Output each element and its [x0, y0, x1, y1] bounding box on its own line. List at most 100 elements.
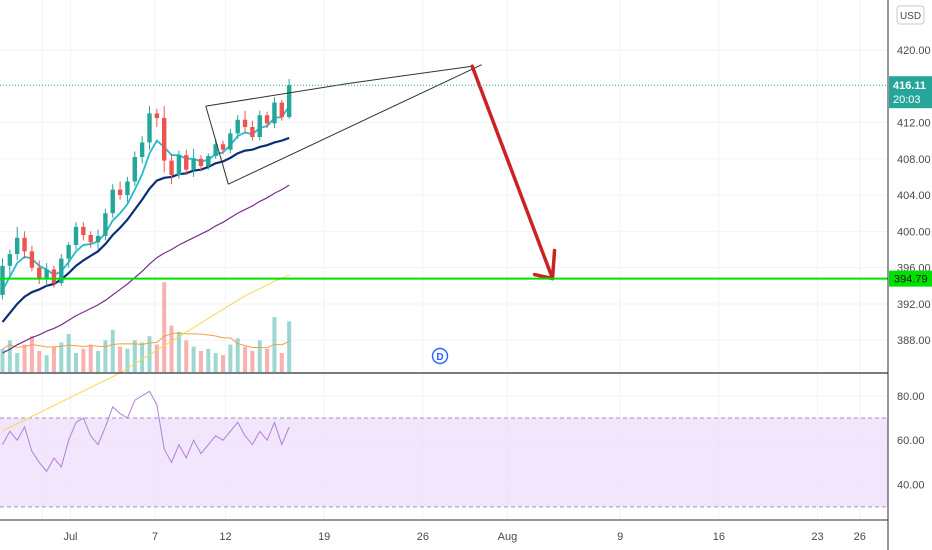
volume-bar	[22, 344, 27, 372]
dividend-marker-label: D	[436, 352, 443, 363]
volume-bar	[81, 348, 86, 372]
candle-body	[228, 133, 233, 150]
rsi-tick-label: 40.00	[897, 480, 925, 492]
price-tick-label: 420.00	[897, 45, 931, 57]
volume-bar	[228, 344, 233, 372]
candle-body	[139, 142, 145, 157]
x-tick-label: 19	[318, 531, 330, 543]
rsi-pane[interactable]	[0, 390, 888, 508]
candle-body	[286, 85, 292, 118]
bearish-arrow-shaft[interactable]	[470, 64, 555, 281]
ema-slow-line	[2, 184, 290, 354]
volume-bar	[88, 344, 93, 372]
candle-body	[206, 156, 211, 167]
candle-body	[59, 258, 64, 284]
candle-body	[7, 254, 13, 266]
candle-body	[213, 144, 218, 157]
candle-body	[51, 269, 57, 284]
candle-body	[15, 237, 20, 255]
volume-bar	[221, 355, 225, 372]
volume-bar	[37, 350, 42, 372]
candle-body	[198, 158, 204, 167]
candle-body	[169, 160, 174, 176]
volume-bar	[176, 331, 181, 372]
candle-body	[272, 102, 277, 124]
candlesticks	[0, 78, 292, 300]
candle-body	[235, 119, 240, 134]
volume-bar	[59, 342, 64, 372]
candle-body	[22, 237, 27, 252]
volume-bar	[15, 353, 20, 372]
candle-body	[279, 102, 284, 118]
candle-body	[162, 117, 167, 161]
volume-ma-line	[2, 332, 290, 350]
candle-body	[29, 251, 35, 268]
rsi-tick-label: 80.00	[897, 391, 925, 403]
volume-bar	[7, 340, 12, 372]
volume-bar	[279, 353, 284, 372]
price-tick-label: 412.00	[897, 117, 931, 129]
wedge-upper-line[interactable]	[205, 65, 473, 107]
x-tick-label: 26	[854, 531, 866, 543]
candle-body	[176, 155, 182, 176]
volume-bar	[110, 329, 115, 372]
volume-bar	[140, 342, 145, 372]
volume-bar	[51, 346, 56, 372]
volume-bar	[198, 350, 203, 372]
candle-body	[66, 244, 71, 259]
support-level-label: 394.79	[894, 274, 928, 286]
candle-body	[0, 265, 5, 295]
candle-body	[110, 189, 115, 214]
price-tick-label: 404.00	[897, 190, 931, 202]
candle-body	[242, 119, 248, 128]
price-tick-label: 388.00	[897, 335, 931, 347]
candle-body	[250, 127, 255, 138]
volume-bar	[213, 353, 218, 372]
volume-bar	[29, 336, 34, 372]
candle-body	[184, 155, 189, 170]
ema-mid-line	[1, 136, 290, 323]
x-tick-label: 16	[713, 531, 725, 543]
volume-bar	[0, 348, 5, 372]
currency-badge[interactable]: USD	[896, 5, 925, 25]
volume-bar	[287, 321, 292, 372]
x-tick-label: Jul	[63, 531, 77, 543]
volume-bar	[154, 344, 159, 372]
volume-bar	[125, 348, 130, 372]
candle-body	[88, 234, 93, 243]
volume-bar	[243, 346, 248, 372]
x-tick-label: 26	[417, 531, 429, 543]
volume-bar	[265, 348, 270, 372]
ema-long-line	[2, 274, 290, 432]
candle-body	[264, 115, 270, 124]
volume-bar	[162, 282, 167, 372]
volume-bars	[0, 282, 292, 372]
volume-bar	[118, 346, 123, 372]
wedge-lower-line[interactable]	[228, 64, 482, 185]
candle-body	[154, 113, 160, 118]
dividend-marker-icon[interactable]	[431, 347, 449, 365]
candle-body	[103, 213, 108, 236]
volume-bar	[74, 353, 78, 372]
volume-bar	[235, 338, 240, 372]
volume-bar	[250, 350, 255, 372]
candle-body	[125, 181, 130, 196]
volume-bar	[132, 340, 137, 372]
rsi-band	[0, 418, 888, 507]
wedge-left-edge[interactable]	[205, 106, 229, 185]
rsi-tick-label: 60.00	[897, 435, 925, 447]
candle-body	[81, 226, 86, 235]
candle-body	[37, 267, 42, 279]
volume-bar	[44, 355, 49, 372]
volume-bar	[147, 336, 152, 372]
price-levels	[0, 84, 888, 280]
volume-bar	[257, 340, 262, 372]
volume-bar	[184, 340, 189, 372]
x-tick-label: 12	[219, 531, 231, 543]
candle-body	[132, 156, 137, 182]
volume-bar	[169, 325, 174, 372]
price-tick-label: 392.00	[897, 299, 931, 311]
candle-body	[147, 113, 152, 143]
